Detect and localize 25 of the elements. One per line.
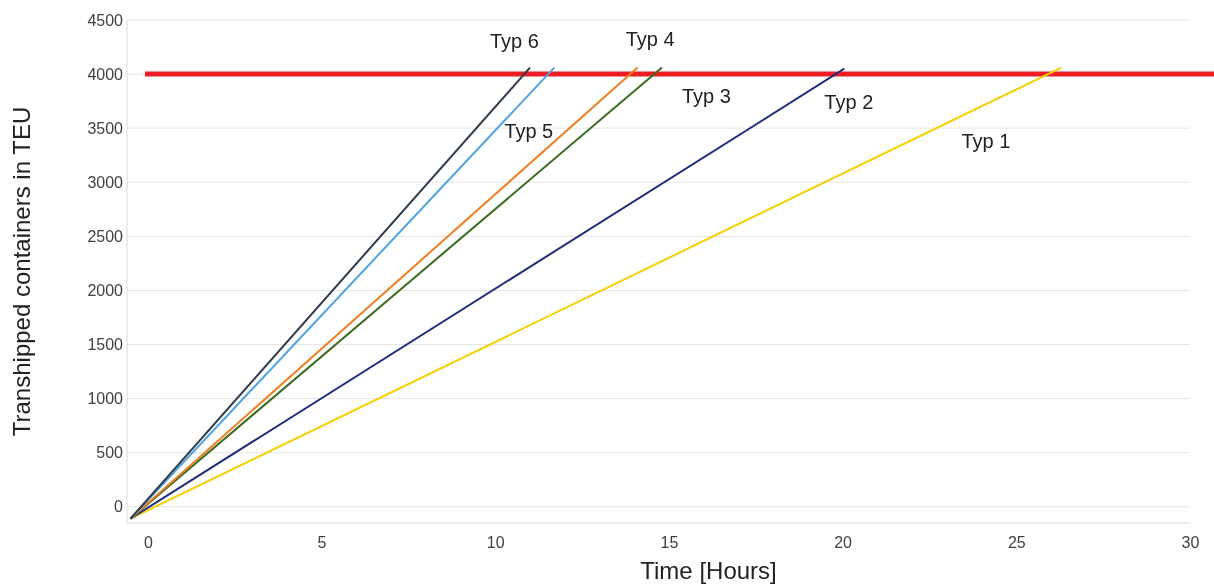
series-label: Typ 5 <box>504 119 554 142</box>
y-tick-label: 2000 <box>87 282 124 300</box>
y-tick-label: 3500 <box>87 119 124 137</box>
series-label: Typ 4 <box>625 27 675 50</box>
y-tick-label: 0 <box>114 498 124 516</box>
x-tick-label: 0 <box>143 534 153 552</box>
y-tick-label: 1500 <box>87 336 124 354</box>
y-tick-label: 4000 <box>87 65 124 83</box>
x-tick-label: 25 <box>1007 534 1026 552</box>
y-tick-label: 3000 <box>87 173 124 191</box>
x-axis-title: Time [Hours] <box>640 557 777 584</box>
series-label: Typ 2 <box>824 90 874 113</box>
x-tick-label: 10 <box>486 534 505 552</box>
y-tick-label: 500 <box>96 444 124 462</box>
series-label: Typ 1 <box>961 129 1011 152</box>
x-tick-label: 30 <box>1181 534 1200 552</box>
y-tick-label: 2500 <box>87 227 124 245</box>
x-tick-label: 15 <box>660 534 679 552</box>
x-tick-label: 5 <box>317 534 327 552</box>
series-label: Typ 6 <box>489 29 539 52</box>
y-tick-label: 4500 <box>87 11 124 29</box>
series-label: Typ 3 <box>681 84 731 107</box>
y-axis-title: Transhipped containers in TEU <box>8 106 35 437</box>
y-tick-label: 1000 <box>87 390 124 408</box>
x-tick-label: 20 <box>834 534 853 552</box>
